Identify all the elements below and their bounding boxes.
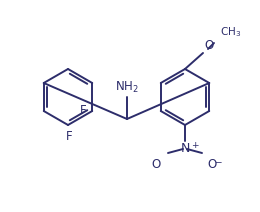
Text: −: − bbox=[214, 157, 222, 166]
Text: CH$_3$: CH$_3$ bbox=[220, 25, 241, 39]
Text: N: N bbox=[180, 142, 190, 155]
Text: NH$_2$: NH$_2$ bbox=[115, 80, 139, 95]
Text: F: F bbox=[80, 103, 86, 117]
Text: O: O bbox=[152, 158, 161, 171]
Text: +: + bbox=[191, 141, 198, 150]
Text: O: O bbox=[207, 158, 216, 171]
Text: O: O bbox=[204, 39, 213, 52]
Text: F: F bbox=[66, 130, 72, 143]
